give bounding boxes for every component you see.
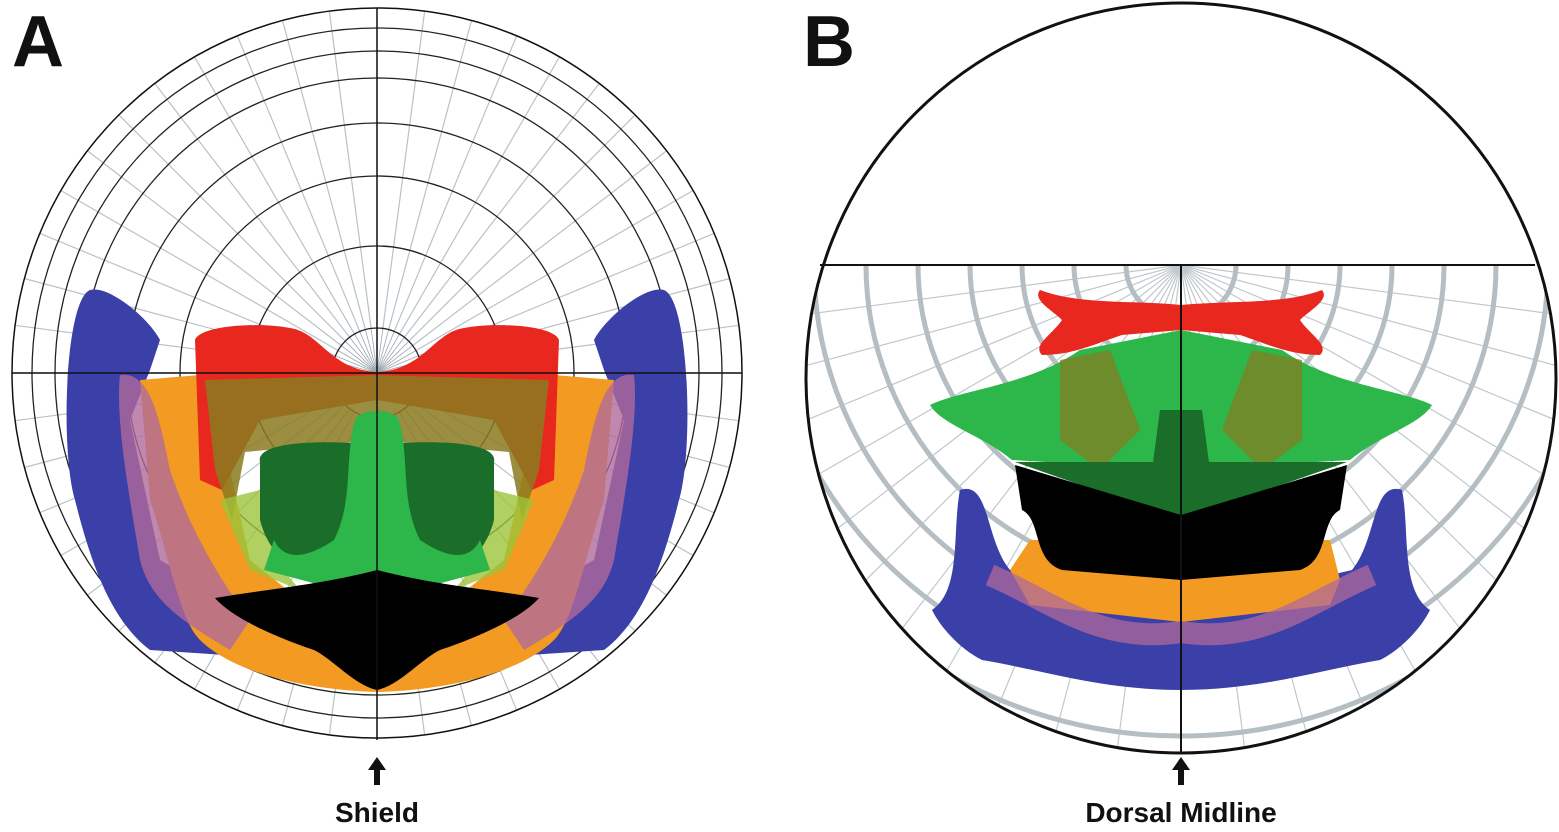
arrow-a [368,757,386,785]
radial-line [152,79,350,337]
inner-radial-line [365,330,377,373]
panel-label: B [803,2,855,82]
panel-caption: Shield [335,797,419,828]
radial-line [115,111,345,341]
radial-line [383,6,425,328]
page: {"panels": [{"label": "A", "caption": "S… [0,0,1559,832]
arrow-b [1172,757,1190,785]
inner-radial-line [377,330,389,373]
radial-line [404,79,602,337]
radial-line [192,53,355,334]
panel-label: A [12,2,64,82]
axes-b [806,3,1556,753]
radial-line [329,6,371,328]
panel-caption: Dorsal Midline [1085,797,1276,828]
radial-line [409,111,639,341]
radial-line [400,53,563,334]
figure: A B Shield Dorsal Midline [0,0,1559,832]
